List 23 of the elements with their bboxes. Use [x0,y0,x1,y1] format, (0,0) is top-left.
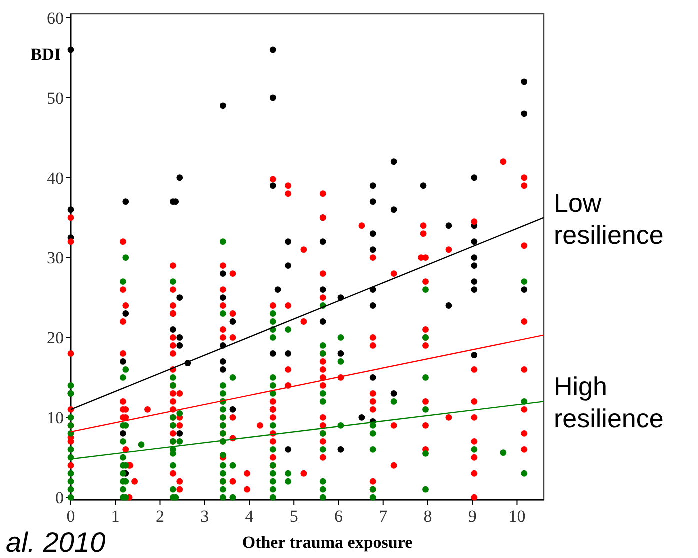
x-tick-label: 2 [156,507,164,526]
x-tick-label: 10 [508,507,526,526]
series-label: Low resilience [554,188,664,250]
x-tick-label: 7 [379,507,388,526]
y-tick-label: 50 [47,88,64,108]
y-tick-label: 40 [47,168,64,188]
text: al. 2010 [6,527,106,558]
y-tick-label: 30 [47,248,64,268]
x-axis-title: Other trauma exposure [242,533,414,552]
y-tick-label: 20 [47,328,64,348]
x-tick-label: 6 [334,507,343,526]
y-axis-title: BDI [30,44,62,64]
x-tick-label: 0 [66,507,76,526]
x-tick-label: 5 [290,507,298,526]
series-label: High resilience [554,372,664,434]
x-tick-label: 4 [245,507,254,526]
y-tick-label: 60 [47,8,64,28]
x-tick-label: 3 [200,507,210,526]
y-tick-label: 10 [47,408,64,428]
x-tick-label: 8 [424,507,432,526]
x-tick-label: 1 [111,507,120,526]
x-tick-label: 9 [468,507,477,526]
y-tick-label: 0 [56,488,64,508]
